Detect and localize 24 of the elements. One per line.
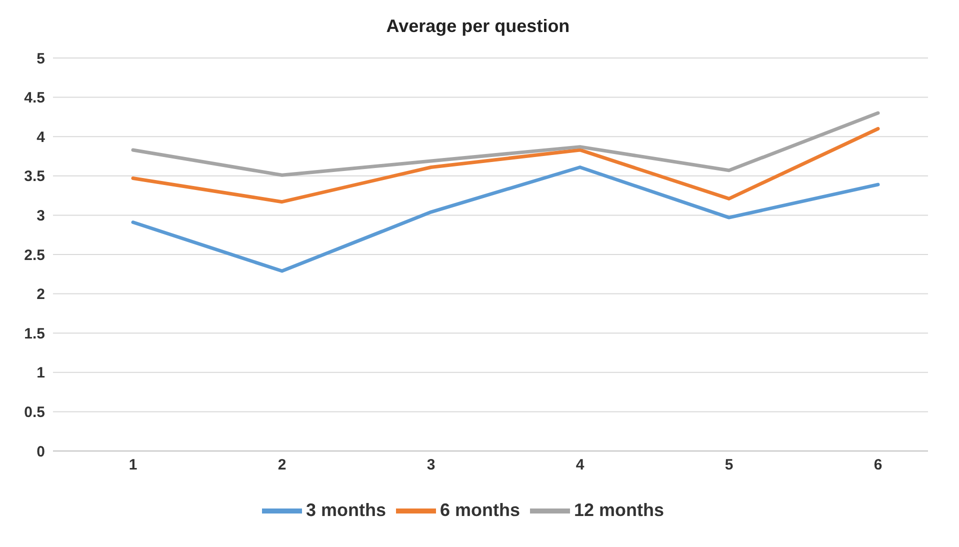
y-tick-label: 3 [36,208,45,225]
x-tick-label: 1 [128,456,138,474]
y-tick-label: 1 [36,364,45,382]
x-tick-label: 2 [278,456,286,474]
y-tick-label: 4 [36,128,46,146]
y-tick-label: 0.5 [24,404,45,422]
y-tick-label: 3.5 [24,168,45,186]
y-tick-label: 2 [36,286,45,304]
line-series [131,126,880,204]
chart-title: Average per question [385,15,571,38]
x-tick-label: 4 [576,456,585,474]
legend-label: 3 months [306,500,386,520]
y-tick-label: 4.5 [24,90,45,107]
legend-label: 6 months [440,500,520,520]
line-series [131,111,880,177]
legend-label: 12 months [574,500,664,520]
line-series [131,166,880,273]
x-tick-label: 6 [874,456,882,474]
y-tick-label: 2.5 [24,246,45,264]
x-tick-label: 5 [724,456,734,474]
x-tick-label: 3 [426,456,436,474]
y-tick-label: 1.5 [24,325,45,342]
y-tick-label: 5 [36,50,45,68]
y-tick-label: 0 [36,443,45,460]
